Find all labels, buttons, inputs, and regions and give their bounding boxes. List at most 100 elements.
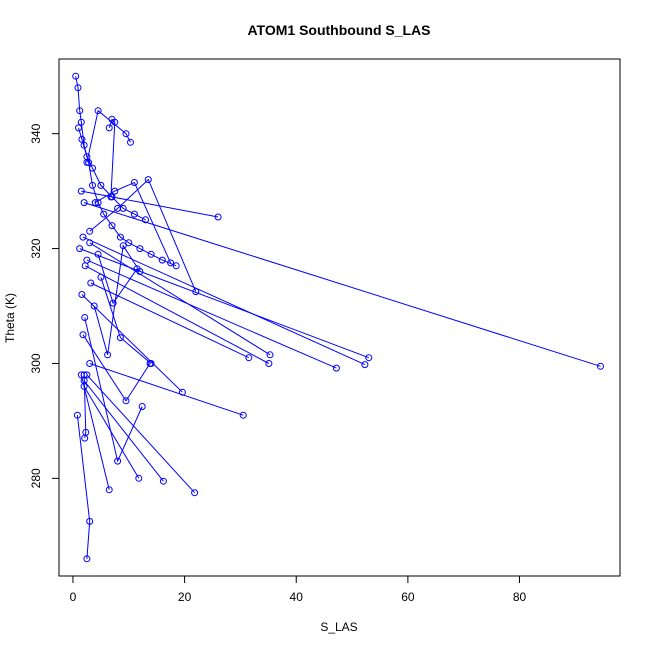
series-line — [76, 415, 91, 559]
x-tick-label: 0 — [70, 590, 77, 604]
data-point — [86, 227, 94, 235]
data-point — [266, 351, 274, 359]
data-point — [77, 118, 85, 126]
data-point — [136, 268, 144, 275]
data-point — [191, 489, 199, 497]
data-point — [73, 411, 81, 419]
y-tick-label: 340 — [29, 123, 43, 143]
series-line — [108, 118, 116, 197]
data-point — [94, 107, 102, 115]
series-15 — [77, 371, 113, 494]
data-point — [144, 176, 152, 184]
series-line — [80, 374, 110, 490]
data-point — [108, 222, 116, 230]
series-line — [89, 363, 244, 416]
data-point — [81, 434, 89, 442]
data-point — [172, 262, 180, 270]
data-point — [89, 164, 96, 172]
data-point — [122, 397, 130, 405]
data-point — [125, 239, 133, 247]
series-18 — [78, 291, 186, 396]
data-point — [86, 517, 94, 525]
y-axis: 280 300 320 340 — [29, 123, 60, 488]
data-point — [75, 124, 82, 132]
data-point — [89, 181, 96, 189]
series-line — [100, 277, 152, 364]
data-point — [119, 242, 127, 250]
data-point — [86, 239, 94, 247]
data-point — [114, 457, 122, 465]
data-point — [97, 181, 105, 189]
data-point — [105, 124, 113, 132]
data-point — [245, 354, 253, 362]
data-point — [159, 477, 167, 485]
series-16 — [73, 411, 94, 563]
data-point — [72, 72, 80, 80]
series-2 — [75, 124, 149, 224]
data-point — [147, 360, 155, 367]
data-point — [361, 361, 369, 369]
data-point — [76, 245, 84, 253]
x-axis-label: S_LAS — [320, 620, 357, 634]
data-point — [130, 210, 138, 218]
data-point — [76, 107, 84, 115]
data-point — [94, 199, 102, 207]
data-point — [81, 262, 89, 270]
data-point — [83, 555, 91, 563]
data-point — [147, 250, 155, 258]
series-23 — [91, 179, 175, 267]
x-tick-label: 20 — [178, 590, 192, 604]
x-axis: 0 20 40 60 80 — [70, 575, 527, 604]
data-point — [83, 158, 91, 166]
series-line — [82, 334, 151, 402]
data-point — [86, 360, 94, 367]
data-point — [81, 314, 89, 321]
series-line — [90, 282, 250, 359]
data-point — [77, 187, 85, 195]
data-point — [138, 403, 146, 410]
series-24 — [86, 176, 200, 296]
series-8 — [86, 239, 274, 359]
series-17 — [80, 371, 90, 442]
series-line — [81, 190, 219, 218]
series-line — [97, 254, 138, 305]
data-point — [158, 256, 166, 264]
series-line — [86, 374, 195, 494]
series-line — [89, 242, 271, 356]
data-point — [265, 360, 273, 367]
data-point — [116, 233, 124, 241]
series-line — [95, 181, 172, 264]
series-9 — [81, 262, 273, 367]
data-point — [214, 213, 222, 221]
data-point — [192, 288, 200, 296]
data-point — [97, 273, 105, 281]
series-26 — [97, 273, 155, 367]
data-point — [109, 299, 117, 307]
series-layer — [72, 72, 604, 563]
series-line — [89, 178, 197, 292]
data-point — [111, 187, 119, 195]
series-6 — [79, 233, 369, 369]
data-point — [122, 130, 130, 138]
data-point — [597, 362, 604, 370]
data-point — [114, 204, 122, 212]
series-11 — [86, 360, 247, 419]
series-line — [83, 380, 164, 482]
data-point — [79, 233, 87, 241]
data-point — [80, 371, 88, 379]
data-point — [332, 364, 340, 372]
series-line — [83, 374, 87, 439]
data-point — [178, 388, 186, 396]
data-point — [136, 245, 144, 253]
data-point — [100, 210, 108, 218]
series-10 — [87, 279, 253, 362]
x-tick-label: 40 — [290, 590, 304, 604]
data-point — [80, 199, 88, 207]
series-22 — [83, 107, 134, 166]
series-line — [81, 294, 183, 393]
series-3 — [77, 187, 222, 221]
series-line — [93, 244, 141, 355]
data-point — [87, 279, 95, 287]
x-tick-label: 80 — [513, 590, 527, 604]
